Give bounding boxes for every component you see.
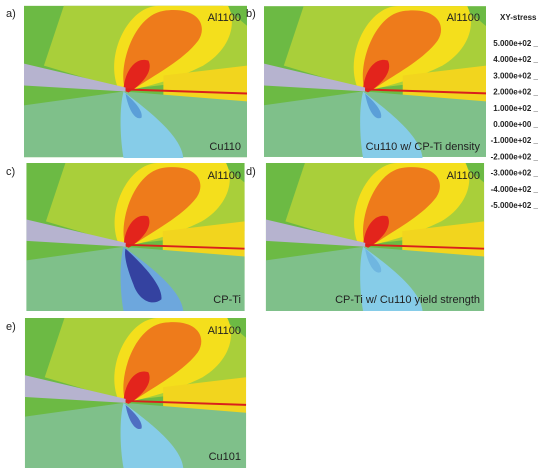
panel: c) Al1100 CP-Ti [6, 163, 245, 311]
legend-label: 5.000e+02 _ [493, 39, 538, 48]
panel-material-bottom: Cu101 [209, 451, 241, 463]
panel-material-top: Al1100 [208, 12, 241, 24]
legend-label: 0.000e+00 _ [493, 120, 538, 129]
legend-label: -5.000e+02 _ [491, 201, 539, 210]
panel: d) Al1100 CP-Ti w/ Cu110 yield strength [246, 163, 484, 311]
panel-letter: b) [246, 8, 256, 20]
legend-label: 2.000e+02 _ [493, 88, 538, 97]
panel: b) Al1100 Cu110 w/ CP-Ti density [246, 6, 486, 158]
legend-label: 4.000e+02 _ [493, 55, 538, 64]
panel: a) Al1100 Cu110 [6, 6, 247, 158]
panel-letter: d) [246, 166, 256, 178]
legend-label: -2.000e+02 _ [491, 152, 539, 161]
panel-material-top: Al1100 [447, 170, 480, 182]
legend-label: 3.000e+02 _ [493, 71, 538, 80]
panel-material-bottom: Cu110 w/ CP-Ti density [366, 141, 481, 153]
panel-material-top: Al1100 [208, 170, 241, 182]
legend-label: 1.000e+02 _ [493, 104, 538, 113]
panel: e) Al1100 Cu101 [6, 318, 246, 468]
panel-material-bottom: CP-Ti [213, 294, 241, 306]
panel-material-top: Al1100 [447, 12, 480, 24]
panel-material-bottom: Cu110 [209, 141, 241, 153]
figure: a) Al1100 Cu110 b) Al1100 Cu110 w/ CP-Ti dens… [0, 0, 540, 469]
legend-label: -1.000e+02 _ [491, 136, 539, 145]
panel-letter: a) [6, 8, 16, 20]
panel-material-bottom: CP-Ti w/ Cu110 yield strength [335, 294, 480, 306]
panel-letter: e) [6, 321, 16, 333]
panel-letter: c) [6, 166, 15, 178]
panel-material-top: Al1100 [208, 325, 241, 337]
legend-title: XY-stress [500, 13, 537, 22]
legend-label: -4.000e+02 _ [491, 185, 539, 194]
legend-label: -3.000e+02 _ [491, 169, 539, 178]
